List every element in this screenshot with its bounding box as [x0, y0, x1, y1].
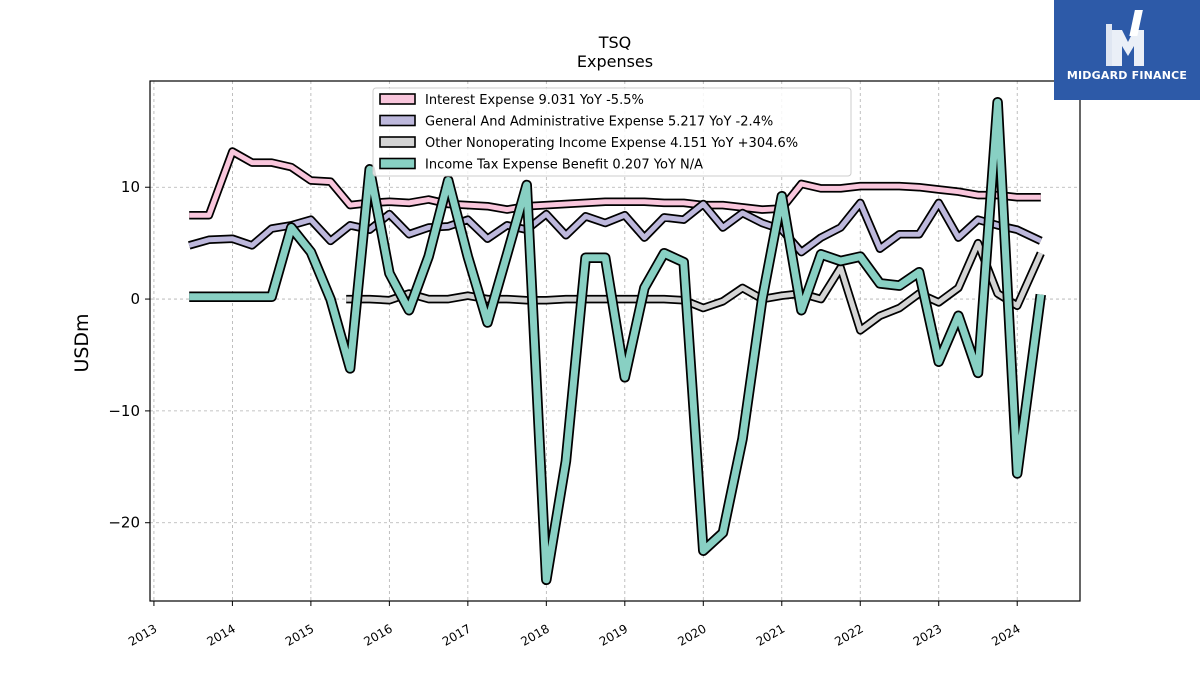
legend-swatch [379, 93, 416, 105]
x-tick-label: 2013 [126, 621, 159, 648]
x-tick-label: 2017 [440, 621, 473, 648]
legend-box [372, 87, 852, 177]
legend-swatch [379, 136, 416, 148]
y-tick-label: 10 [121, 178, 140, 196]
series-line [189, 149, 1041, 218]
series-2 [346, 238, 1045, 335]
midgard-logo-icon [1106, 10, 1144, 66]
y-axis-label: USDm [71, 313, 93, 372]
legend-label: Interest Expense 9.031 YoY -5.5% [425, 93, 644, 108]
brand-logo: MIDGARD FINANCE [1054, 0, 1200, 100]
x-tick-label: 2023 [911, 621, 944, 648]
x-tick-label: 2015 [283, 621, 316, 648]
series-3 [189, 96, 1047, 586]
x-tick-label: 2016 [361, 621, 394, 648]
series-1 [188, 198, 1043, 257]
series-line [189, 98, 1045, 584]
x-tick-label: 2019 [597, 621, 630, 648]
legend-swatch [379, 114, 416, 127]
chart-subtitle: Expenses [577, 52, 653, 71]
y-tick-label: −20 [108, 514, 140, 532]
series-0 [189, 147, 1041, 220]
series-layer [188, 96, 1047, 586]
x-tick-label: 2024 [989, 621, 1022, 648]
x-tick-label: 2020 [675, 621, 708, 648]
x-tick-label: 2021 [754, 621, 787, 648]
series-line-outline [346, 238, 1045, 335]
legend-label: Income Tax Expense Benefit 0.207 YoY N/A [425, 158, 703, 173]
series-line [188, 200, 1042, 255]
y-tick-label: 0 [130, 290, 140, 308]
x-tick-label: 2018 [518, 621, 551, 648]
plot-frame [149, 80, 1081, 602]
x-tick-label: 2022 [832, 621, 865, 648]
legend-swatch [379, 157, 416, 170]
y-tick-label: −10 [108, 402, 140, 420]
legend: Interest Expense 9.031 YoY -5.5% General … [372, 87, 852, 177]
brand-name: MIDGARD FINANCE [1066, 69, 1188, 82]
chart-title: TSQ [598, 33, 632, 52]
legend-label: Other Nonoperating Income Expense 4.151 … [425, 136, 798, 151]
legend-label: General And Administrative Expense 5.217… [425, 115, 773, 130]
series-line [346, 240, 1044, 333]
x-tick-label: 2014 [204, 621, 237, 648]
